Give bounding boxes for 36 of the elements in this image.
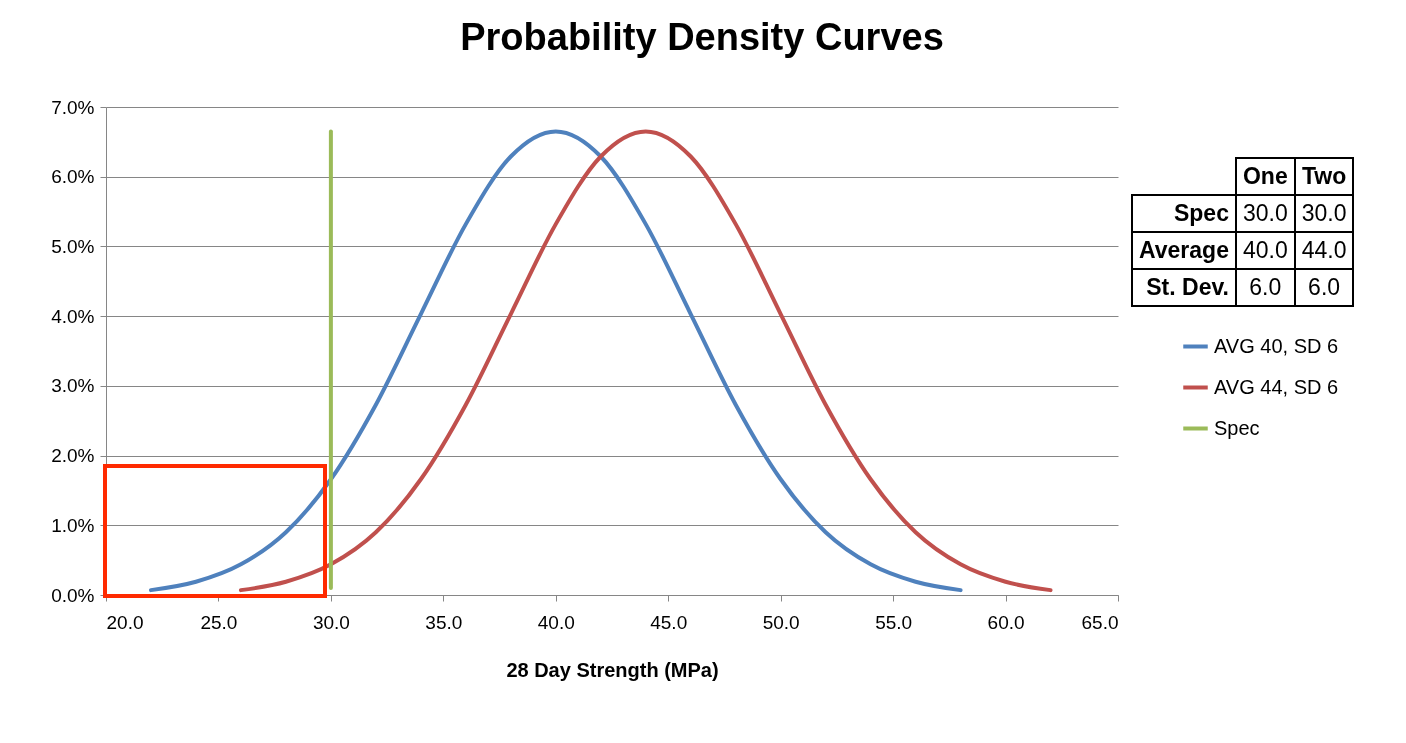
y-tick-label: 6.0%	[51, 166, 95, 188]
category-label: St. Dev.	[1146, 274, 1229, 300]
x-tick-label: 25.0	[200, 611, 238, 633]
text: 6.0	[1249, 274, 1282, 300]
y-tick-label: 3.0%	[51, 375, 95, 397]
chart-title: Probability Density Curves	[460, 16, 944, 58]
x-tick-label: 30.0	[312, 611, 350, 633]
text: 6.0	[1308, 274, 1341, 300]
line-series	[238, 129, 1053, 593]
category-label: Average	[1139, 237, 1229, 263]
x-tick-label: 65.0	[1081, 611, 1119, 633]
x-axis-title: 28 Day Strength (MPa)	[506, 658, 719, 681]
legend-label: AVG 40, SD 6	[1214, 334, 1339, 357]
x-tick-label: 20.0	[106, 611, 144, 633]
text: 44.0	[1301, 237, 1347, 263]
category-label: One	[1235, 158, 1295, 195]
x-tick-label: 60.0	[987, 611, 1025, 633]
category-label: Spec	[1173, 200, 1229, 226]
text: 30.0	[1301, 200, 1347, 226]
y-tick-label: 4.0%	[51, 305, 95, 327]
x-tick-label: 50.0	[762, 611, 800, 633]
legend-label: Spec	[1214, 416, 1260, 439]
x-tick-label: 35.0	[425, 611, 463, 633]
text: 40.0	[1242, 237, 1288, 263]
y-tick-label: 1.0%	[51, 514, 95, 536]
x-tick-label: 40.0	[537, 611, 575, 633]
line-series	[148, 129, 963, 593]
y-tick-label: 7.0%	[51, 96, 95, 118]
x-tick-label: 55.0	[875, 611, 913, 633]
x-tick-label: 45.0	[650, 611, 688, 633]
y-tick-label: 5.0%	[51, 235, 95, 257]
y-tick-label: 2.0%	[51, 445, 95, 467]
category-label: Two	[1294, 158, 1354, 195]
legend-label: AVG 44, SD 6	[1214, 375, 1339, 398]
y-tick-label: 0.0%	[51, 584, 95, 606]
text: 30.0	[1242, 200, 1288, 226]
